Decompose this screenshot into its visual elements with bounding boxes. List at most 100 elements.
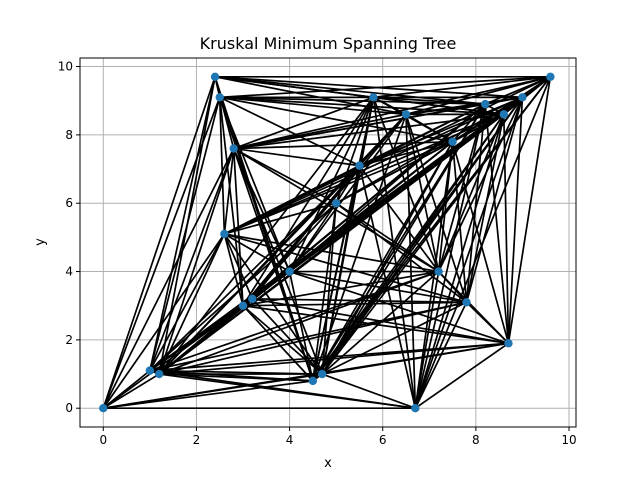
edge-O-R: [372, 96, 440, 273]
edge-G-J: [232, 147, 291, 273]
edge-G-H: [232, 147, 244, 307]
edge-H-K: [242, 304, 314, 382]
edge-U-X: [484, 96, 524, 105]
edge-K-M: [312, 202, 338, 382]
edge-E-N: [218, 96, 361, 167]
edge-R-V: [437, 113, 505, 273]
node-C: [154, 369, 164, 379]
edge-Q-S: [414, 140, 454, 410]
edge-G-V: [232, 113, 505, 150]
node-D: [210, 72, 220, 81]
edge-T-W: [465, 301, 510, 345]
edge-W-X: [507, 96, 524, 345]
edge-F-H: [223, 233, 244, 307]
edge-E-Y: [218, 75, 552, 99]
edge-A-G: [102, 147, 235, 410]
edge-G-Y: [232, 75, 552, 150]
edge-L-R: [321, 270, 440, 375]
edge-D-U: [214, 75, 487, 105]
node-O: [369, 93, 378, 102]
edge-J-O: [288, 96, 375, 273]
edge-S-W: [451, 140, 510, 345]
node-L: [317, 369, 327, 379]
edge-A-D: [102, 75, 216, 410]
edge-P-R: [405, 113, 440, 273]
node-U: [480, 99, 490, 109]
x-tick-label: 4: [286, 433, 294, 447]
edge-P-Q: [405, 113, 417, 410]
node-B: [145, 366, 155, 375]
edge-L-O: [321, 96, 375, 375]
edge-L-T: [321, 301, 468, 375]
edge-W-Y: [507, 75, 552, 345]
edge-P-Y: [405, 75, 552, 116]
edge-F-G: [223, 147, 235, 235]
x-axis-label: x: [324, 456, 332, 471]
y-tick-label: 0: [65, 401, 73, 415]
edge-G-K: [232, 147, 314, 382]
edge-L-Q: [321, 373, 417, 410]
edge-G-M: [232, 147, 338, 205]
node-V: [499, 110, 509, 119]
edge-M-O: [335, 96, 375, 205]
edge-M-T: [335, 202, 468, 304]
edge-U-Y: [484, 75, 552, 105]
edge-B-G: [149, 147, 235, 372]
edge-C-G: [158, 147, 235, 375]
edge-R-U: [437, 103, 487, 273]
edge-L-M: [321, 202, 338, 375]
edge-B-F: [149, 233, 226, 372]
edge-R-X: [437, 96, 524, 273]
edge-Q-T: [414, 301, 468, 410]
edge-C-K: [158, 373, 314, 382]
edge-M-N: [335, 164, 361, 205]
x-tick-label: 6: [379, 433, 387, 447]
node-W: [504, 339, 513, 348]
node-I: [248, 294, 257, 304]
edge-G-N: [232, 147, 361, 167]
node-Q: [411, 404, 420, 413]
edge-C-D: [158, 75, 216, 375]
edge-O-Q: [372, 96, 417, 410]
edge-I-L: [251, 298, 324, 375]
edge-N-S: [358, 140, 454, 167]
edge-I-W: [251, 298, 510, 345]
edge-N-P: [358, 113, 407, 167]
edge-F-X: [223, 96, 524, 235]
y-tick-label: 2: [65, 333, 73, 347]
edge-E-V: [218, 96, 505, 116]
edge-T-V: [465, 113, 505, 304]
node-X: [518, 93, 527, 102]
edge-B-D: [149, 75, 216, 372]
edge-N-X: [358, 96, 524, 167]
edge-U-W: [484, 103, 510, 345]
edge-R-S: [437, 140, 454, 273]
edge-G-L: [232, 147, 324, 375]
edge-L-S: [321, 140, 454, 375]
edge-A-E: [102, 96, 221, 410]
edge-F-I: [223, 233, 254, 300]
edge-H-W: [242, 304, 510, 345]
edge-J-P: [288, 113, 407, 273]
edge-G-O: [232, 96, 375, 150]
edge-X-Y: [521, 75, 552, 99]
edge-J-K: [288, 270, 314, 382]
edge-N-R: [358, 164, 440, 273]
edge-Q-V: [414, 113, 505, 410]
edge-A-C: [102, 373, 161, 410]
edge-C-Q: [158, 373, 417, 410]
edge-M-R: [335, 202, 440, 273]
y-tick-label: 8: [65, 128, 73, 142]
edge-N-O: [358, 96, 375, 167]
edge-Q-W: [414, 342, 510, 410]
tick-layer: 0 2 4 6 8 10 0 2 4 6 8 10: [58, 60, 577, 447]
edge-O-Y: [372, 75, 552, 99]
edge-V-W: [502, 113, 510, 345]
y-tick-label: 4: [65, 265, 73, 279]
node-S: [448, 137, 457, 146]
edge-E-S: [218, 96, 454, 143]
x-tick-label: 2: [193, 433, 201, 447]
edge-L-U: [321, 103, 487, 375]
chart-title: Kruskal Minimum Spanning Tree: [200, 34, 457, 53]
